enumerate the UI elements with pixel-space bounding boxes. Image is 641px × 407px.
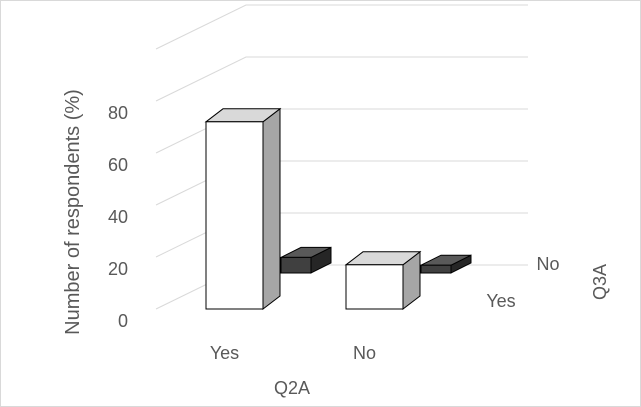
x-tick-label: No <box>353 343 376 363</box>
z-axis-label: Q3A <box>590 264 610 300</box>
x-tick-labels: Yes No <box>210 343 376 363</box>
bar-front <box>280 256 312 274</box>
bar-front <box>345 264 404 310</box>
bar <box>280 246 332 274</box>
gridline <box>155 4 528 50</box>
y-tick-label: 80 <box>108 103 128 123</box>
x-tick-label: Yes <box>210 343 239 363</box>
y-tick-label: 60 <box>108 155 128 175</box>
y-tick-label: 40 <box>108 207 128 227</box>
bars <box>204 107 472 311</box>
gridline <box>155 56 528 102</box>
y-tick-label: 0 <box>118 311 128 331</box>
bar-front <box>205 121 264 310</box>
bar-front <box>420 264 452 274</box>
y-tick-labels: 0 20 40 60 80 <box>108 103 128 331</box>
x-axis-label: Q2A <box>274 378 310 398</box>
y-axis-label: Number of respondents (%) <box>62 89 84 335</box>
bar <box>204 107 282 311</box>
y-tick-label: 20 <box>108 259 128 279</box>
bar <box>344 250 422 311</box>
bar <box>420 254 472 274</box>
z-tick-label: No <box>536 254 559 274</box>
bar-side <box>262 107 281 311</box>
z-tick-label: Yes <box>486 291 515 311</box>
z-tick-labels: Yes No <box>486 254 559 311</box>
